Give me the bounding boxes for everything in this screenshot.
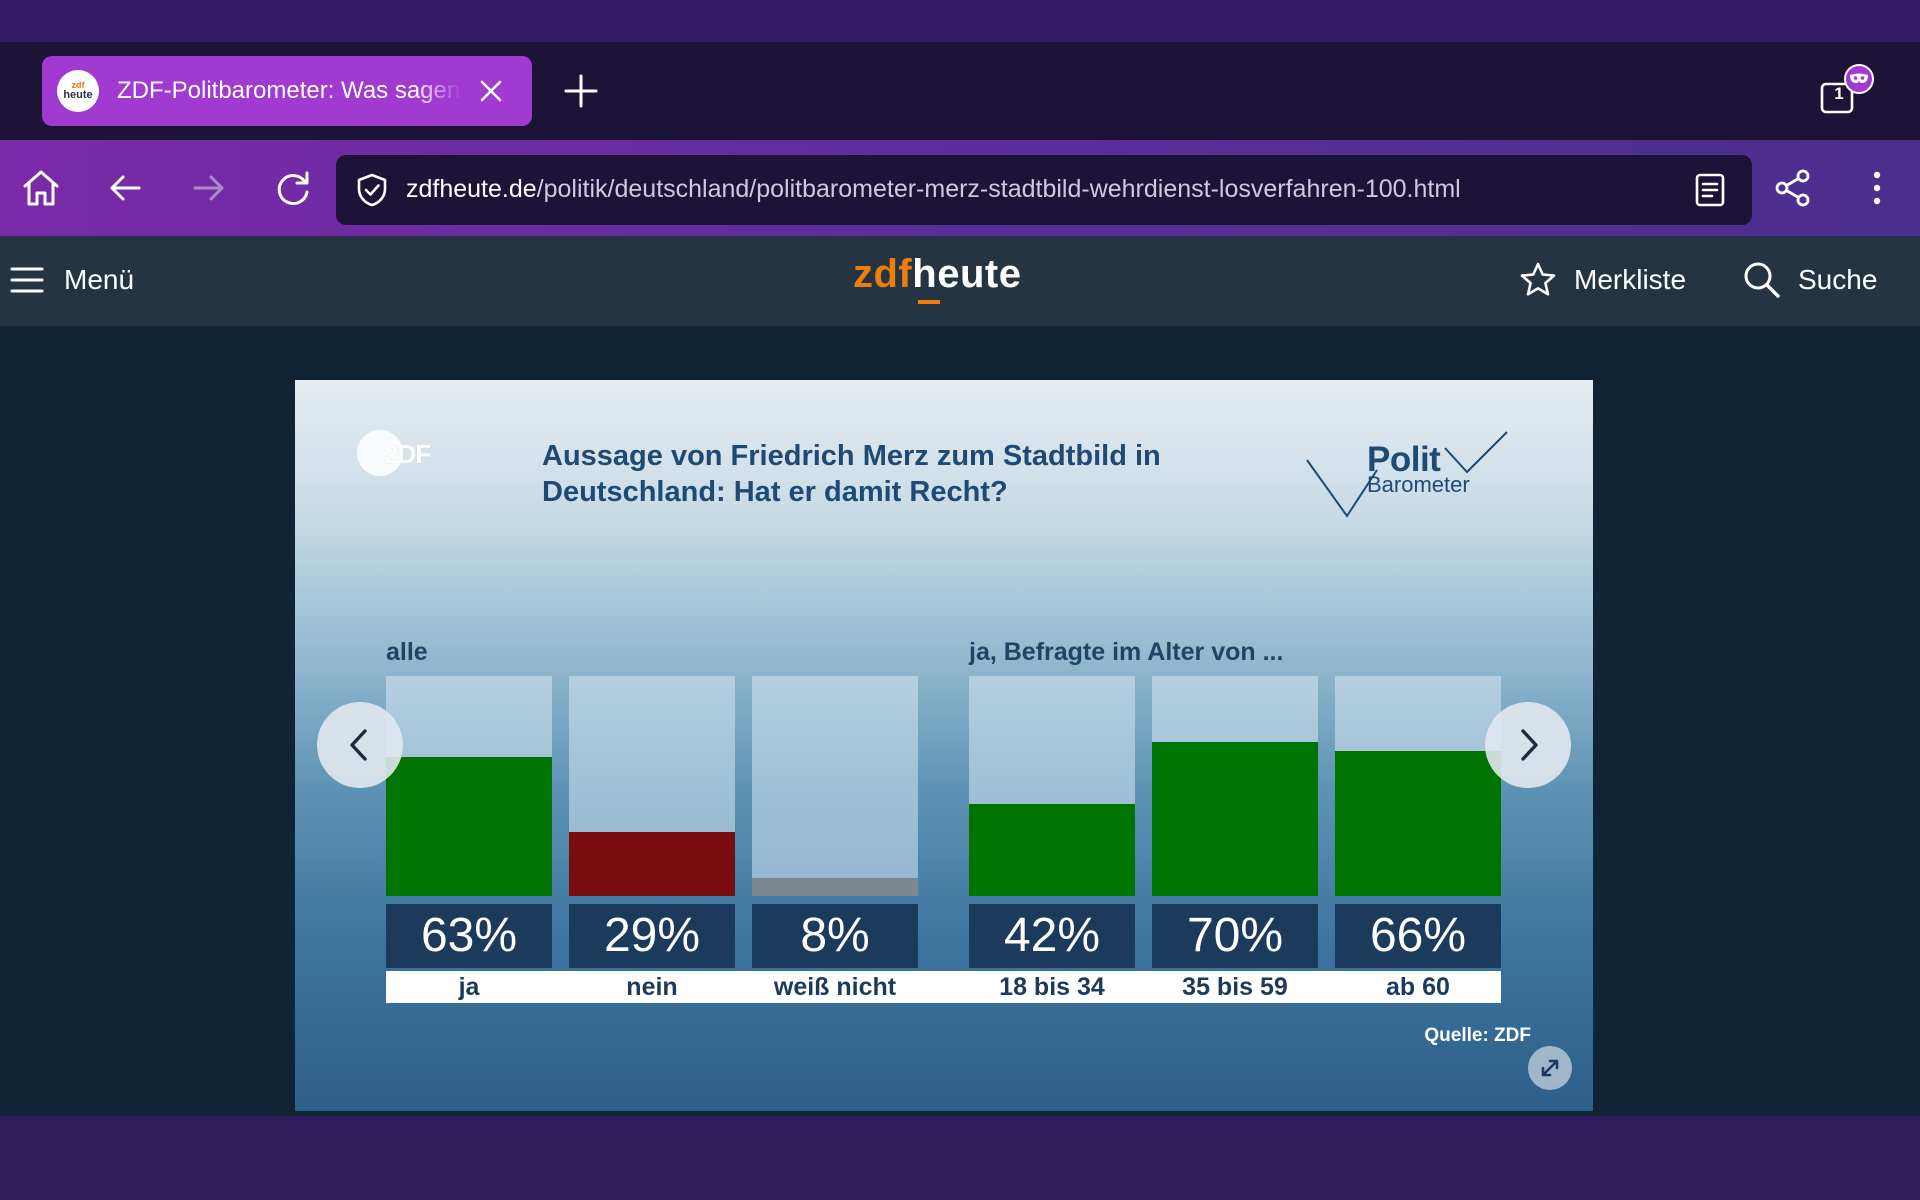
bar-track [969, 676, 1135, 896]
favicon-heute-text: heute [63, 89, 93, 101]
chevron-right-icon [1521, 729, 1538, 761]
category-label: nein [626, 973, 678, 1001]
zdfheute-logo[interactable]: zdfheute [853, 252, 1022, 304]
url-path: /politik/deutschland/politbarometer-merz… [536, 175, 1461, 203]
browser-toolbar: zdfheute.de/politik/deutschland/politbar… [0, 140, 1920, 236]
bar-track [1152, 676, 1318, 896]
menu-button[interactable]: Menü [10, 258, 134, 302]
bar-track [386, 676, 552, 896]
zdf-logo-text: 2DF [384, 439, 431, 469]
reader-view-icon[interactable] [1692, 171, 1728, 209]
bar-ja [386, 757, 552, 896]
chevron-left-icon [350, 729, 367, 761]
politbarometer-check-icon [1306, 431, 1508, 518]
zdfheute-favicon: zdf heute [57, 70, 99, 112]
close-tab-icon[interactable] [476, 76, 506, 106]
tab-bar: zdf heute ZDF-Politbarometer: Was sagen … [0, 42, 1920, 140]
value-label: 70% [1152, 904, 1318, 968]
merkliste-button[interactable]: Merkliste [1518, 258, 1686, 302]
previous-slide-button[interactable] [317, 702, 403, 788]
group-label-0: alle [386, 638, 428, 666]
politbarometer-logo: Polit Barometer [1305, 428, 1515, 518]
mask-icon [1850, 73, 1868, 83]
category-label: 35 bis 59 [1182, 973, 1288, 1001]
bar-ab-60 [1335, 750, 1501, 896]
suche-label: Suche [1798, 264, 1878, 295]
search-icon [1744, 262, 1780, 298]
bar-track [569, 676, 735, 896]
bottom-strip [0, 1116, 1920, 1200]
category-label: 18 bis 34 [999, 973, 1105, 1001]
forward-arrow-icon[interactable] [186, 165, 232, 211]
status-strip [0, 0, 1920, 42]
value-label: 63% [386, 904, 552, 968]
zdf-logo-circle [357, 430, 403, 476]
tab-title: ZDF-Politbarometer: Was sagen die Deutsc… [117, 77, 462, 104]
tab-count: 1 [1834, 84, 1844, 103]
bar-weiß-nicht [752, 878, 918, 896]
zdf-logo: 2DF [357, 430, 447, 480]
site-header: Menü zdfheute Merkliste Suche [0, 236, 1920, 326]
active-tab[interactable]: zdf heute ZDF-Politbarometer: Was sagen … [42, 56, 532, 126]
share-icon[interactable] [1770, 165, 1816, 211]
menu-label: Menü [64, 264, 135, 295]
group-label-1: ja, Befragte im Alter von ... [969, 638, 1284, 666]
category-label: ja [458, 973, 480, 1001]
expand-icon [1541, 1059, 1559, 1077]
category-strip [386, 971, 1501, 1003]
logo-heute: heute [912, 252, 1022, 296]
tab-counter-button[interactable]: 1 [1818, 64, 1878, 120]
logo-polit: Polit [1367, 440, 1441, 479]
chart-title: Aussage von Friedrich Merz zum Stadtbild… [542, 440, 1161, 508]
home-icon[interactable] [18, 165, 64, 211]
star-icon [1520, 262, 1556, 296]
bar-18-bis-34 [969, 803, 1135, 896]
fullscreen-button[interactable] [1528, 1046, 1572, 1090]
politbarometer-graphic: 2DF Aussage von Friedrich Merz zum Stadt… [295, 380, 1593, 1111]
value-label: 66% [1335, 904, 1501, 968]
hamburger-menu-icon [10, 267, 44, 293]
url-text: zdfheute.de/politik/deutschland/politbar… [406, 175, 1461, 204]
bar-35-bis-59 [1152, 742, 1318, 896]
source-label: Quelle: ZDF [1424, 1025, 1531, 1046]
category-label: ab 60 [1386, 973, 1450, 1001]
bar-nein [569, 832, 735, 896]
value-label: 42% [969, 904, 1135, 968]
bar-track [752, 676, 918, 896]
reload-icon[interactable] [270, 165, 316, 211]
more-options-icon[interactable] [1854, 165, 1900, 211]
logo-underline [918, 300, 940, 304]
logo-zdf: zdf [853, 252, 913, 296]
shield-icon[interactable] [354, 172, 390, 208]
url-host: zdfheute.de [406, 175, 537, 203]
value-label: 29% [569, 904, 735, 968]
next-slide-button[interactable] [1485, 702, 1571, 788]
favicon-zdf-text: zdf [71, 80, 85, 90]
merkliste-label: Merkliste [1574, 264, 1687, 295]
private-mode-badge [1844, 64, 1874, 94]
logo-barometer: Barometer [1367, 472, 1470, 497]
suche-button[interactable]: Suche [1742, 258, 1877, 302]
bar-track [1335, 676, 1501, 896]
value-label: 8% [752, 904, 918, 968]
url-bar[interactable]: zdfheute.de/politik/deutschland/politbar… [336, 155, 1752, 225]
category-label: weiß nicht [773, 973, 897, 1001]
tab-counter-icon [1820, 82, 1854, 114]
new-tab-icon[interactable] [560, 70, 602, 112]
back-arrow-icon[interactable] [102, 165, 148, 211]
